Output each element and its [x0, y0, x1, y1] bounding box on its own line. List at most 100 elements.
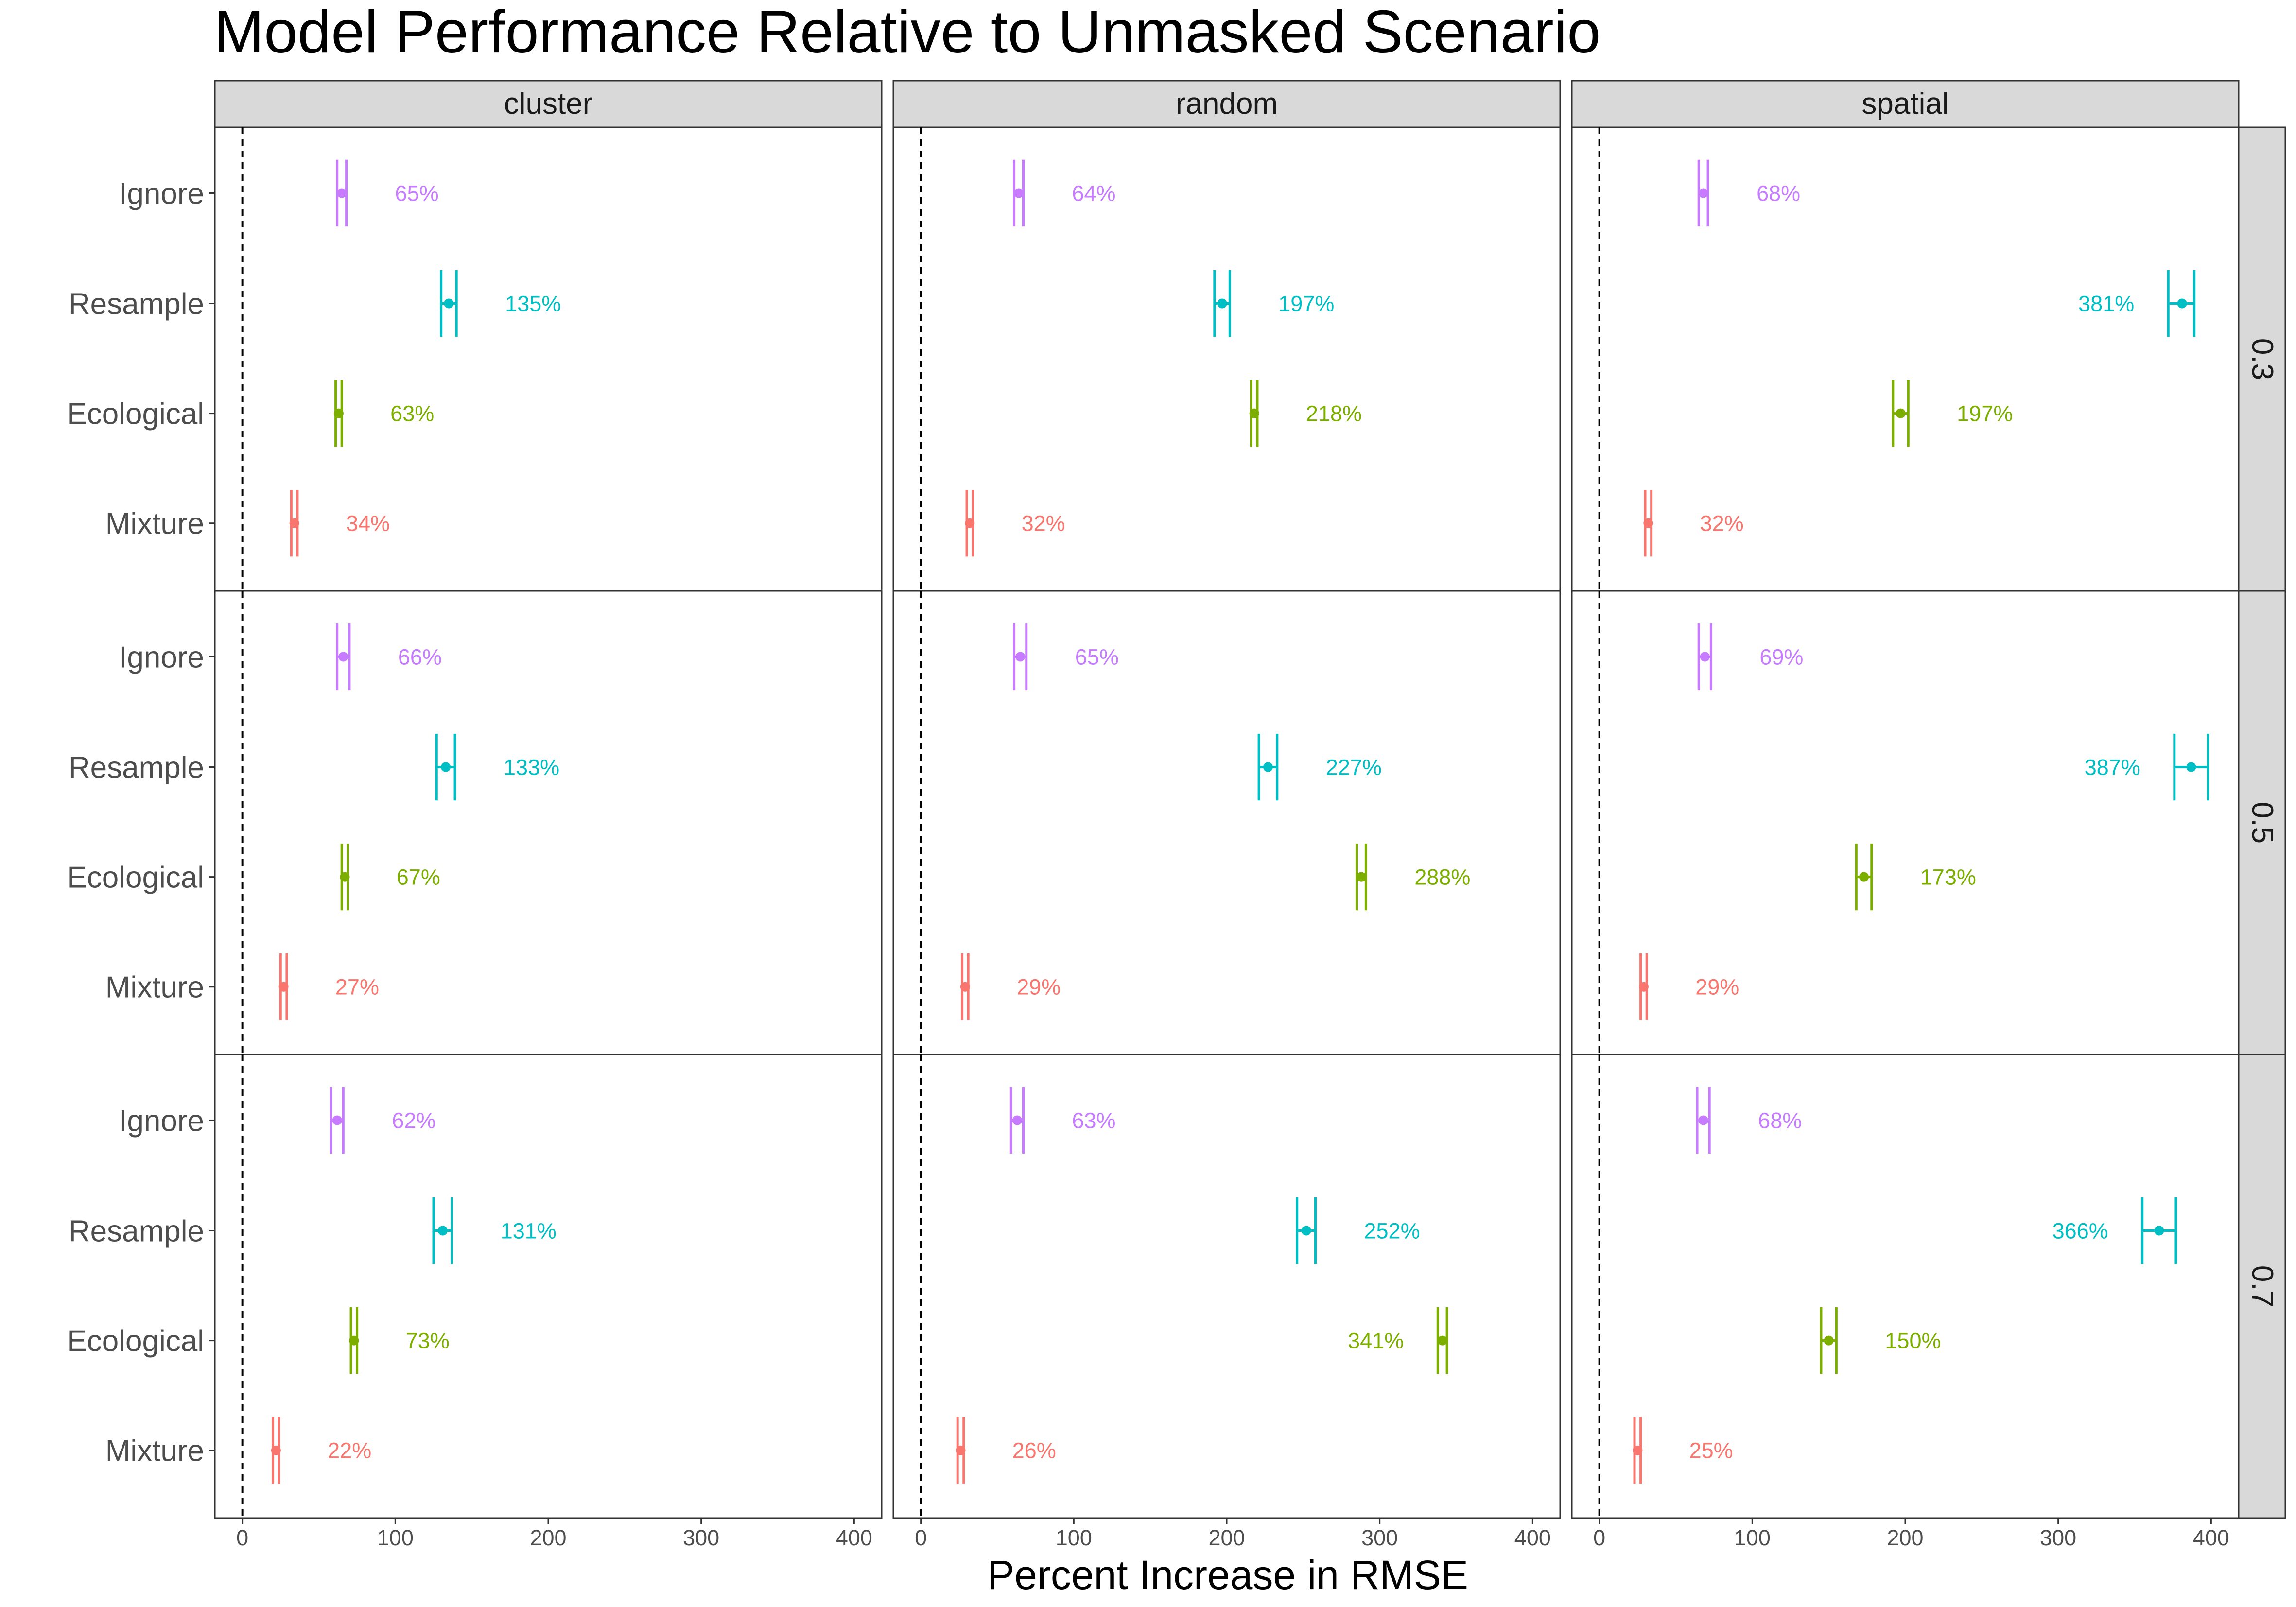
x-axis-tick-label: 200 [1887, 1525, 1923, 1550]
point-random-0.7-ignore [1012, 1115, 1022, 1125]
chart-title: Model Performance Relative to Unmasked S… [214, 0, 1600, 66]
point-spatial-0.7-ecological [1824, 1335, 1834, 1346]
panel-border-cluster-0.5 [214, 590, 883, 1055]
data-label-random-0.7-mixture: 26% [1012, 1438, 1056, 1463]
data-label-cluster-0.5-mixture: 27% [335, 975, 379, 1000]
data-label-random-0.7-ecological: 341% [1348, 1329, 1404, 1353]
data-label-random-0.5-ecological: 288% [1414, 865, 1470, 890]
data-label-spatial-0.5-ecological: 173% [1920, 865, 1976, 890]
y-axis-label-resample: Resample [69, 288, 204, 321]
facet-strip-row-label: 0.7 [2245, 1265, 2279, 1307]
y-axis-label-ecological: Ecological [67, 1325, 204, 1358]
y-axis-label-ignore: Ignore [119, 177, 204, 210]
data-label-spatial-0.3-ecological: 197% [1957, 401, 2013, 426]
data-label-random-0.5-mixture: 29% [1017, 975, 1061, 1000]
point-cluster-0.3-resample [444, 298, 454, 309]
point-random-0.7-resample [1301, 1226, 1311, 1236]
x-axis-tick-label: 0 [236, 1525, 248, 1550]
data-label-random-0.7-resample: 252% [1364, 1219, 1420, 1244]
panel-border-spatial-0.7 [1571, 1054, 2240, 1519]
x-axis-tick-label: 100 [377, 1525, 414, 1550]
data-label-spatial-0.5-ignore: 69% [1759, 644, 1803, 669]
point-cluster-0.3-ignore [337, 188, 347, 198]
facet-strip-label-spatial: spatial [1861, 87, 1948, 121]
point-spatial-0.3-ecological [1896, 408, 1906, 418]
point-cluster-0.5-ignore [338, 652, 348, 662]
x-axis-tick-label: 300 [1361, 1525, 1398, 1550]
point-random-0.5-mixture [960, 982, 970, 992]
data-label-random-0.7-ignore: 63% [1072, 1108, 1115, 1133]
data-label-spatial-0.3-resample: 381% [2078, 292, 2134, 316]
point-spatial-0.5-resample [2186, 762, 2196, 772]
point-spatial-0.3-resample [2177, 298, 2187, 309]
panel-border-random-0.5 [892, 590, 1561, 1055]
panel-border-cluster-0.3 [214, 126, 883, 592]
point-random-0.5-ignore [1015, 652, 1026, 662]
facet-strip-spatial [1571, 80, 2240, 128]
point-random-0.5-ecological [1356, 872, 1366, 882]
point-spatial-0.7-ignore [1698, 1115, 1708, 1125]
data-label-cluster-0.3-ecological: 63% [390, 401, 434, 426]
x-axis-tick-label: 200 [530, 1525, 566, 1550]
data-label-random-0.3-ecological: 218% [1306, 401, 1362, 426]
data-label-cluster-0.7-resample: 131% [501, 1219, 557, 1244]
x-axis-tick-label: 0 [915, 1525, 927, 1550]
y-axis-label-ignore: Ignore [119, 640, 204, 674]
plot-area: cluster random spatial 0.3 0.5 0.7 Ignore Resam… [67, 80, 2286, 1550]
y-axis-label-mixture: Mixture [105, 507, 204, 541]
data-label-spatial-0.7-resample: 366% [2052, 1219, 2108, 1244]
point-random-0.3-mixture [965, 518, 975, 528]
x-axis-tick-label: 100 [1734, 1525, 1771, 1550]
data-label-cluster-0.7-ignore: 62% [392, 1108, 435, 1133]
point-spatial-0.5-ecological [1859, 872, 1869, 882]
facet-strip-cluster [214, 80, 883, 128]
data-label-cluster-0.3-resample: 135% [505, 292, 561, 316]
data-label-cluster-0.5-ignore: 66% [398, 644, 442, 669]
point-spatial-0.3-mixture [1643, 518, 1653, 528]
point-random-0.7-mixture [956, 1445, 966, 1455]
point-cluster-0.7-ignore [332, 1115, 342, 1125]
facet-strip-row-label: 0.5 [2245, 802, 2279, 844]
x-axis-tick-label: 300 [2040, 1525, 2076, 1550]
data-label-spatial-0.7-ignore: 68% [1758, 1108, 1802, 1133]
data-label-cluster-0.5-resample: 133% [504, 755, 559, 780]
point-cluster-0.7-mixture [271, 1445, 281, 1455]
panel-border-spatial-0.3 [1571, 126, 2240, 592]
x-axis-tick-label: 300 [683, 1525, 719, 1550]
point-cluster-0.3-mixture [289, 518, 299, 528]
data-label-random-0.3-mixture: 32% [1022, 511, 1065, 536]
y-axis-label-mixture: Mixture [105, 971, 204, 1004]
point-cluster-0.3-ecological [333, 408, 344, 418]
y-axis-label-mixture: Mixture [105, 1434, 204, 1468]
x-axis-tick-label: 200 [1208, 1525, 1245, 1550]
point-cluster-0.5-resample [441, 762, 451, 772]
data-label-spatial-0.3-ignore: 68% [1757, 181, 1800, 206]
point-spatial-0.7-resample [2154, 1226, 2164, 1236]
x-axis-tick-label: 400 [1514, 1525, 1551, 1550]
facet-strip-row-label: 0.3 [2245, 338, 2279, 380]
facet-strip-label-cluster: cluster [504, 87, 593, 121]
data-label-cluster-0.7-mixture: 22% [328, 1438, 371, 1463]
data-label-random-0.3-ignore: 64% [1072, 181, 1115, 206]
data-label-spatial-0.5-mixture: 29% [1695, 975, 1739, 1000]
panel-border-cluster-0.7 [214, 1054, 883, 1519]
point-spatial-0.3-ignore [1698, 188, 1708, 198]
point-random-0.5-resample [1263, 762, 1273, 772]
data-label-spatial-0.7-mixture: 25% [1689, 1438, 1733, 1463]
data-label-random-0.5-resample: 227% [1326, 755, 1382, 780]
facet-strip-random [892, 80, 1561, 128]
x-axis-tick-label: 100 [1056, 1525, 1092, 1550]
x-axis-tick-label: 400 [836, 1525, 872, 1550]
point-random-0.3-ignore [1014, 188, 1024, 198]
point-cluster-0.5-mixture [278, 982, 289, 992]
data-label-cluster-0.3-mixture: 34% [346, 511, 390, 536]
data-label-spatial-0.7-ecological: 150% [1885, 1329, 1941, 1353]
data-label-cluster-0.7-ecological: 73% [406, 1329, 450, 1353]
point-spatial-0.5-mixture [1638, 982, 1649, 992]
data-label-random-0.5-ignore: 65% [1075, 644, 1119, 669]
x-axis-tick-label: 0 [1593, 1525, 1605, 1550]
point-random-0.3-ecological [1249, 408, 1259, 418]
panel-border-random-0.3 [892, 126, 1561, 592]
panel-border-spatial-0.5 [1571, 590, 2240, 1055]
data-label-spatial-0.5-resample: 387% [2085, 755, 2140, 780]
